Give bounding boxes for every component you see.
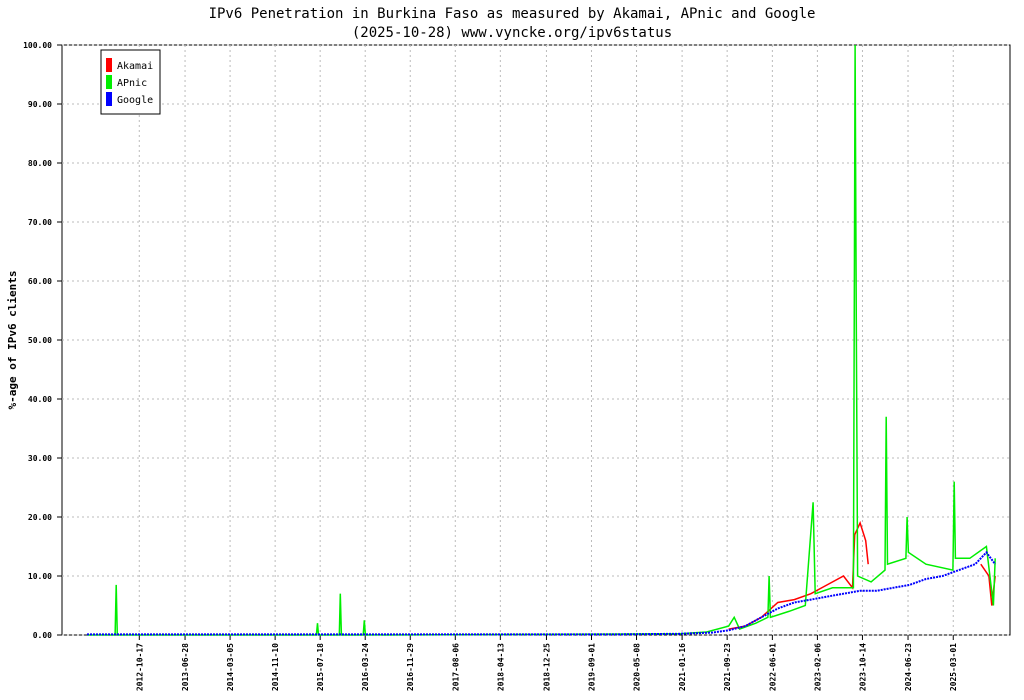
y-tick-label: 20.00	[28, 513, 52, 522]
x-tick-label: 2016-11-29	[406, 643, 415, 691]
x-tick-label: 2012-10-17	[135, 643, 144, 691]
legend-label: APnic	[117, 78, 147, 89]
legend-swatch	[106, 75, 112, 89]
x-tick-label: 2013-06-28	[181, 643, 190, 691]
legend-label: Akamai	[117, 61, 153, 72]
y-tick-label: 40.00	[28, 395, 52, 404]
legend-swatch	[106, 58, 112, 72]
x-tick-label: 2018-04-13	[496, 643, 505, 691]
series-line	[87, 550, 997, 636]
x-tick-label: 2019-09-01	[587, 643, 596, 691]
x-tick-label: 2025-03-01	[949, 643, 958, 691]
x-tick-label: 2021-09-23	[723, 643, 732, 691]
x-tick-label: 2015-07-18	[316, 643, 325, 691]
chart-title: IPv6 Penetration in Burkina Faso as meas…	[209, 6, 816, 22]
x-tick-label: 2020-05-08	[633, 643, 642, 691]
x-tick-label: 2016-03-24	[361, 643, 370, 691]
y-tick-label: 10.00	[28, 572, 52, 581]
x-tick-label: 2017-08-06	[451, 643, 460, 691]
legend-label: Google	[117, 95, 153, 106]
y-tick-label: 60.00	[28, 277, 52, 286]
legend-swatch	[106, 92, 112, 106]
chart-subtitle: (2025-10-28) www.vyncke.org/ipv6status	[352, 25, 672, 41]
x-tick-label: 2018-12-25	[542, 643, 551, 691]
x-tick-label: 2024-06-23	[904, 643, 913, 691]
x-tick-label: 2023-02-06	[813, 643, 822, 691]
y-tick-label: 80.00	[28, 159, 52, 168]
y-tick-label: 0.00	[33, 631, 52, 640]
y-tick-label: 100.00	[23, 41, 52, 50]
x-tick-label: 2023-10-14	[858, 643, 867, 691]
x-tick-label: 2022-06-01	[768, 643, 777, 691]
y-tick-label: 90.00	[28, 100, 52, 109]
x-tick-label: 2021-01-16	[678, 643, 687, 691]
y-axis-label: %-age of IPv6 clients	[6, 270, 19, 409]
x-tick-label: 2014-03-05	[226, 643, 235, 691]
y-tick-label: 50.00	[28, 336, 52, 345]
y-tick-label: 70.00	[28, 218, 52, 227]
x-tick-label: 2014-11-10	[271, 643, 280, 691]
y-tick-label: 30.00	[28, 454, 52, 463]
series-line	[87, 44, 996, 636]
